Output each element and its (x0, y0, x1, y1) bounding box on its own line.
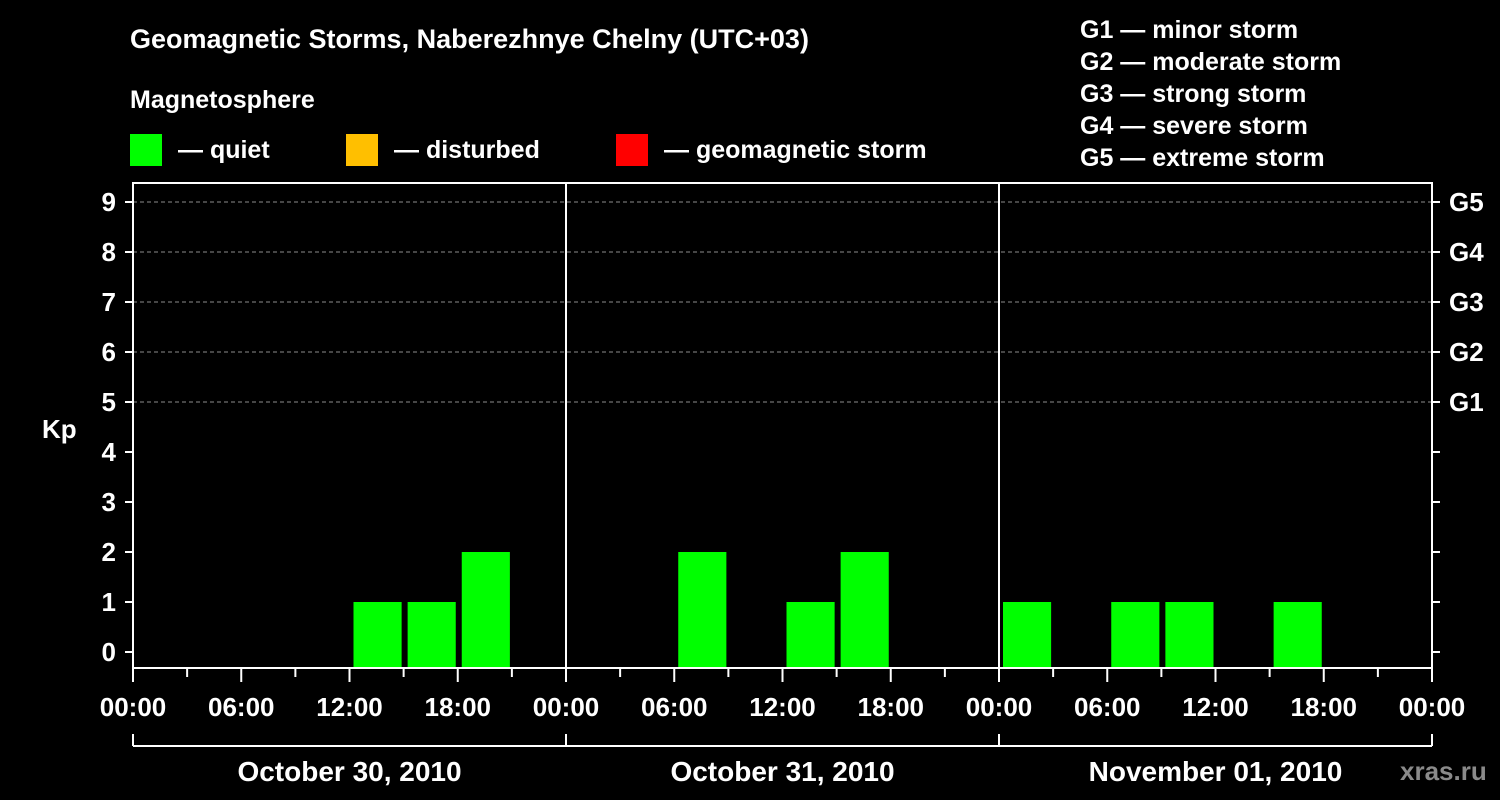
date-label-1: October 31, 2010 (670, 756, 894, 787)
x-tick-label-2: 12:00 (316, 692, 383, 722)
g-legend-g1: G1 — minor storm (1080, 16, 1299, 44)
x-tick-label-7: 18:00 (858, 692, 925, 722)
y-tick-label-4: 4 (102, 437, 117, 467)
y-tick-label-8: 8 (102, 237, 116, 267)
watermark: xras.ru (1400, 756, 1487, 786)
g-label-g4: G4 (1449, 237, 1484, 267)
legend-storm-swatch (616, 134, 648, 166)
x-tick-label-3: 18:00 (425, 692, 492, 722)
bar-1 (407, 602, 456, 668)
legend-disturbed: — disturbed (346, 133, 540, 167)
magnetosphere-label: Magnetosphere (130, 86, 315, 114)
y-tick-label-5: 5 (102, 387, 116, 417)
x-tick-label-5: 06:00 (641, 692, 708, 722)
date-label-0: October 30, 2010 (237, 756, 461, 787)
y-tick-label-7: 7 (102, 287, 116, 317)
bar-9 (1273, 602, 1322, 668)
g-label-g2: G2 (1449, 337, 1484, 367)
bar-8 (1165, 602, 1214, 668)
legend-disturbed-label: — disturbed (394, 135, 540, 164)
x-tick-label-4: 00:00 (533, 692, 600, 722)
g-legend-g4: G4 — severe storm (1080, 112, 1308, 140)
y-tick-label-2: 2 (102, 537, 116, 567)
bar-3 (678, 552, 727, 668)
g-legend-g3: G3 — strong storm (1080, 80, 1307, 108)
x-tick-label-6: 12:00 (749, 692, 816, 722)
bar-6 (1003, 602, 1052, 668)
date-label-2: November 01, 2010 (1089, 756, 1343, 787)
y-tick-label-1: 1 (102, 587, 116, 617)
legend-quiet-label: — quiet (178, 135, 270, 164)
y-tick-label-6: 6 (102, 337, 116, 367)
g-legend-g2: G2 — moderate storm (1080, 48, 1342, 76)
x-tick-label-8: 00:00 (966, 692, 1033, 722)
x-tick-label-10: 12:00 (1182, 692, 1249, 722)
x-tick-label-11: 18:00 (1291, 692, 1358, 722)
x-tick-label-0: 00:00 (100, 692, 167, 722)
chart-title: Geomagnetic Storms, Naberezhnye Chelny (… (130, 24, 809, 54)
g-legend-g5: G5 — extreme storm (1080, 144, 1325, 172)
x-tick-label-9: 06:00 (1074, 692, 1141, 722)
legend-storm: — geomagnetic storm (616, 133, 927, 167)
legend-quiet: — quiet (130, 133, 270, 167)
bar-5 (840, 552, 889, 668)
plot-frame (132, 182, 1433, 669)
y-tick-label-9: 9 (102, 187, 116, 217)
legend-disturbed-swatch (346, 134, 378, 166)
g-label-g3: G3 (1449, 287, 1484, 317)
x-tick-label-12: 00:00 (1399, 692, 1466, 722)
y-tick-label-3: 3 (102, 487, 116, 517)
bar-2 (461, 552, 510, 668)
y-tick-label-0: 0 (102, 637, 116, 667)
legend-quiet-swatch (130, 134, 162, 166)
g-label-g5: G5 (1449, 187, 1484, 217)
bar-7 (1111, 602, 1160, 668)
legend-storm-label: — geomagnetic storm (664, 135, 927, 164)
g-scale-legend: G1 — minor storm G2 — moderate storm G3 … (1080, 14, 1341, 174)
bar-0 (353, 602, 402, 668)
x-tick-label-1: 06:00 (208, 692, 275, 722)
g-label-g1: G1 (1449, 387, 1484, 417)
y-axis-label: Kp (42, 414, 77, 444)
bar-4 (786, 602, 835, 668)
